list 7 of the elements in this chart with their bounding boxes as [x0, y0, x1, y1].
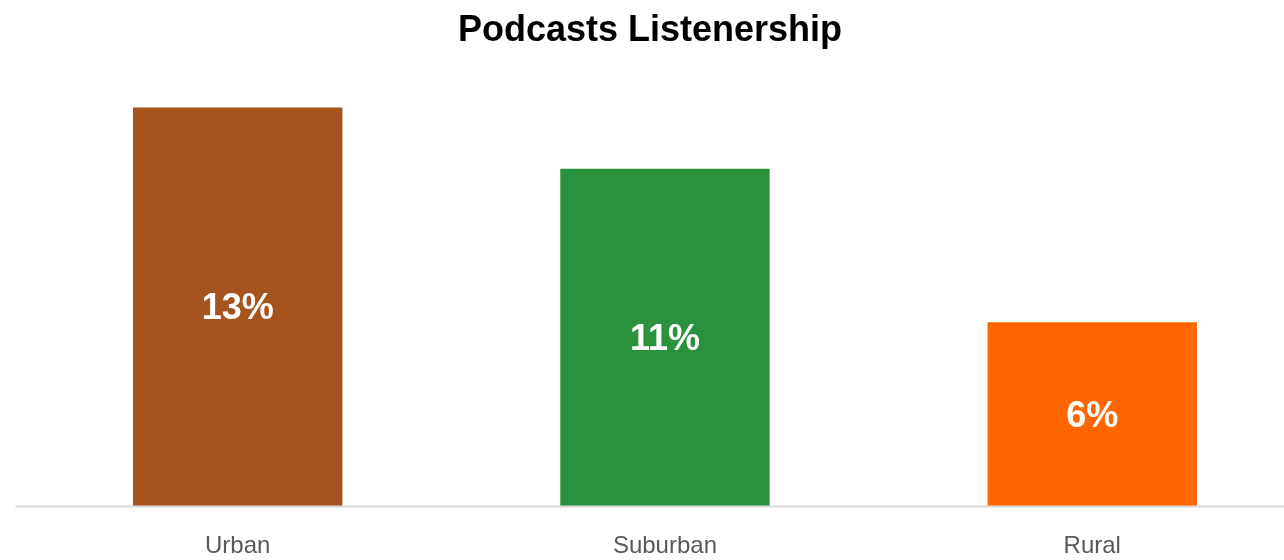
- data-label: 11%: [629, 317, 700, 359]
- data-label: 6%: [1066, 393, 1119, 435]
- data-label: 13%: [201, 286, 274, 328]
- x-tick-label: Urban: [205, 530, 271, 558]
- chart-title: Podcasts Listenership: [457, 7, 843, 49]
- x-tick-label: Rural: [1063, 530, 1121, 558]
- x-tick-label: Suburban: [612, 530, 718, 558]
